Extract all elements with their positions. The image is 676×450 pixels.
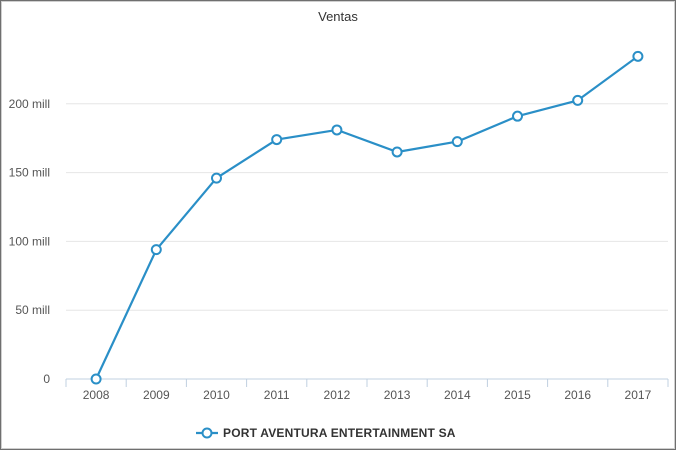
x-tick-label: 2017 (625, 388, 652, 402)
y-tick-label: 100 mill (9, 234, 50, 248)
data-point[interactable] (572, 94, 584, 106)
series-group (90, 50, 644, 385)
grid-lines (66, 103, 668, 311)
x-tick-label: 2015 (504, 388, 531, 402)
data-point[interactable] (632, 50, 644, 62)
legend[interactable]: PORT AVENTURA ENTERTAINMENT SA (196, 426, 456, 440)
data-point[interactable] (211, 172, 222, 184)
data-point[interactable] (391, 146, 403, 158)
x-axis: 2008 2009 2010 2011 2012 2013 2014 2015 2016 2017 (65, 378, 669, 402)
x-tick-label: 2010 (203, 388, 230, 402)
x-tick-label: 2013 (384, 388, 411, 402)
x-tick-label: 2009 (143, 388, 170, 402)
y-tick-label: 0 (43, 372, 50, 386)
data-point[interactable] (451, 136, 463, 148)
y-axis-ticks: 0 50 mill 100 mill 150 mill 200 mill (9, 97, 51, 386)
y-tick-label: 50 mill (15, 303, 50, 317)
x-tick-label: 2012 (324, 388, 351, 402)
chart-title: Ventas (318, 9, 358, 24)
y-tick-label: 150 mill (9, 166, 50, 180)
x-tick-label: 2014 (444, 388, 471, 402)
data-point[interactable] (90, 373, 102, 385)
x-tick-label: 2011 (264, 388, 290, 402)
legend-label[interactable]: PORT AVENTURA ENTERTAINMENT SA (223, 426, 456, 440)
data-point[interactable] (150, 244, 162, 256)
data-point[interactable] (512, 110, 523, 122)
x-tick-label: 2008 (83, 388, 110, 402)
data-point[interactable] (331, 124, 343, 136)
data-point[interactable] (271, 134, 283, 146)
legend-marker-icon (201, 427, 213, 439)
series-line (95, 55, 639, 380)
x-tick-label: 2016 (564, 388, 591, 402)
y-tick-label: 200 mill (9, 97, 50, 111)
